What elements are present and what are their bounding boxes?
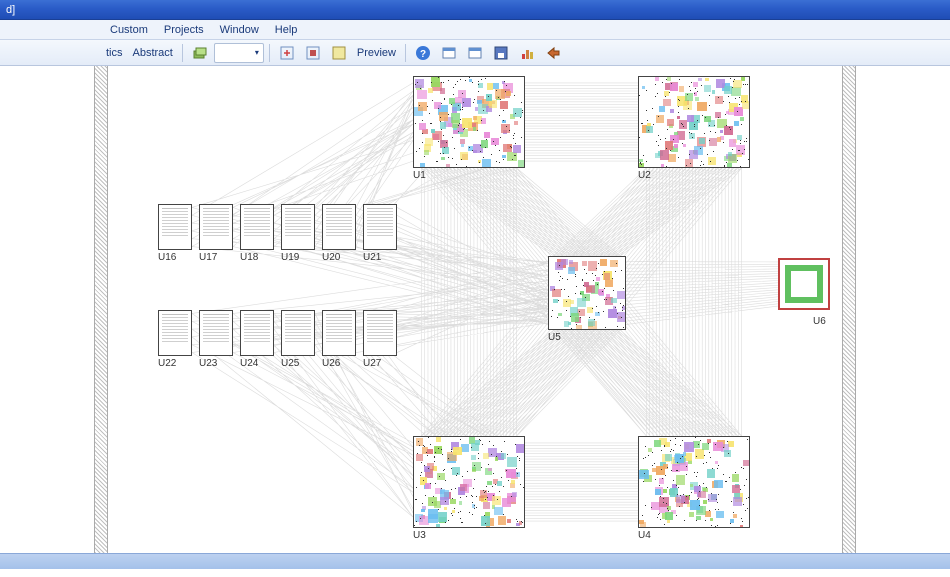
component-u5[interactable] [548, 256, 626, 330]
component-label: U21 [363, 252, 381, 263]
tool-button[interactable] [541, 43, 565, 63]
tool-button[interactable] [275, 43, 299, 63]
tool-button[interactable] [463, 43, 487, 63]
component-label: U27 [363, 358, 381, 369]
component-label: U17 [199, 252, 217, 263]
help-icon: ? [415, 45, 431, 61]
window-icon [467, 45, 483, 61]
component-label: U20 [322, 252, 340, 263]
tool-button[interactable] [515, 43, 539, 63]
menu-item-window[interactable]: Window [212, 22, 267, 38]
component-u4[interactable] [638, 436, 750, 528]
abstract-button[interactable]: Abstract [129, 43, 177, 63]
component-label: U19 [281, 252, 299, 263]
arrow-icon [545, 45, 561, 61]
component-label: U5 [548, 332, 561, 343]
component-u6[interactable] [778, 258, 830, 310]
window-title-bar: d] [0, 0, 950, 20]
menu-item-projects[interactable]: Projects [156, 22, 212, 38]
component-u2[interactable] [638, 76, 750, 168]
component-u21[interactable] [363, 204, 397, 250]
menu-bar: CustomProjectsWindowHelp [0, 20, 950, 40]
tool-icon [331, 45, 347, 61]
window-icon [441, 45, 457, 61]
component-u18[interactable] [240, 204, 274, 250]
component-label: U6 [813, 316, 826, 327]
tool-button[interactable] [301, 43, 325, 63]
component-u23[interactable] [199, 310, 233, 356]
component-u19[interactable] [281, 204, 315, 250]
help-button[interactable]: ? [411, 43, 435, 63]
toolbar: tics Abstract ▾ Preview ? [0, 40, 950, 66]
ruler-right [842, 66, 856, 553]
tool-icon [279, 45, 295, 61]
tool-button[interactable] [437, 43, 461, 63]
component-u25[interactable] [281, 310, 315, 356]
component-label: U1 [413, 170, 426, 181]
tool-button[interactable] [327, 43, 351, 63]
dropdown-button[interactable]: ▾ [214, 43, 264, 63]
design-canvas[interactable]: U1 U2 U5 U3 U4 U6 U16 U17 U18 U19 U20 U21 U22 U23 U24 U… [108, 66, 842, 553]
component-label: U4 [638, 530, 651, 541]
layers-button[interactable] [188, 43, 212, 63]
menu-item-help[interactable]: Help [267, 22, 306, 38]
component-u3[interactable] [413, 436, 525, 528]
component-label: U26 [322, 358, 340, 369]
layers-icon [192, 45, 208, 61]
chart-icon [519, 45, 535, 61]
svg-text:?: ? [420, 49, 426, 60]
component-label: U18 [240, 252, 258, 263]
component-label: U16 [158, 252, 176, 263]
chevron-down-icon: ▾ [255, 48, 259, 57]
tool-button[interactable] [489, 43, 513, 63]
menu-item-custom[interactable]: Custom [102, 22, 156, 38]
preview-button[interactable]: Preview [353, 43, 400, 63]
component-u27[interactable] [363, 310, 397, 356]
toolbar-separator [182, 44, 183, 62]
component-u16[interactable] [158, 204, 192, 250]
window-title: d] [6, 4, 15, 16]
toolbar-separator [269, 44, 270, 62]
component-label: U24 [240, 358, 258, 369]
status-bar [0, 553, 950, 569]
workspace: U1 U2 U5 U3 U4 U6 U16 U17 U18 U19 U20 U21 U22 U23 U24 U… [0, 66, 950, 553]
toolbar-left-truncated[interactable]: tics [102, 43, 127, 63]
component-label: U25 [281, 358, 299, 369]
component-u1[interactable] [413, 76, 525, 168]
component-label: U23 [199, 358, 217, 369]
component-u26[interactable] [322, 310, 356, 356]
component-u17[interactable] [199, 204, 233, 250]
component-u24[interactable] [240, 310, 274, 356]
ruler-left [94, 66, 108, 553]
tool-icon [305, 45, 321, 61]
component-label: U2 [638, 170, 651, 181]
component-u22[interactable] [158, 310, 192, 356]
component-label: U22 [158, 358, 176, 369]
component-label: U3 [413, 530, 426, 541]
component-u20[interactable] [322, 204, 356, 250]
toolbar-separator [405, 44, 406, 62]
save-icon [493, 45, 509, 61]
